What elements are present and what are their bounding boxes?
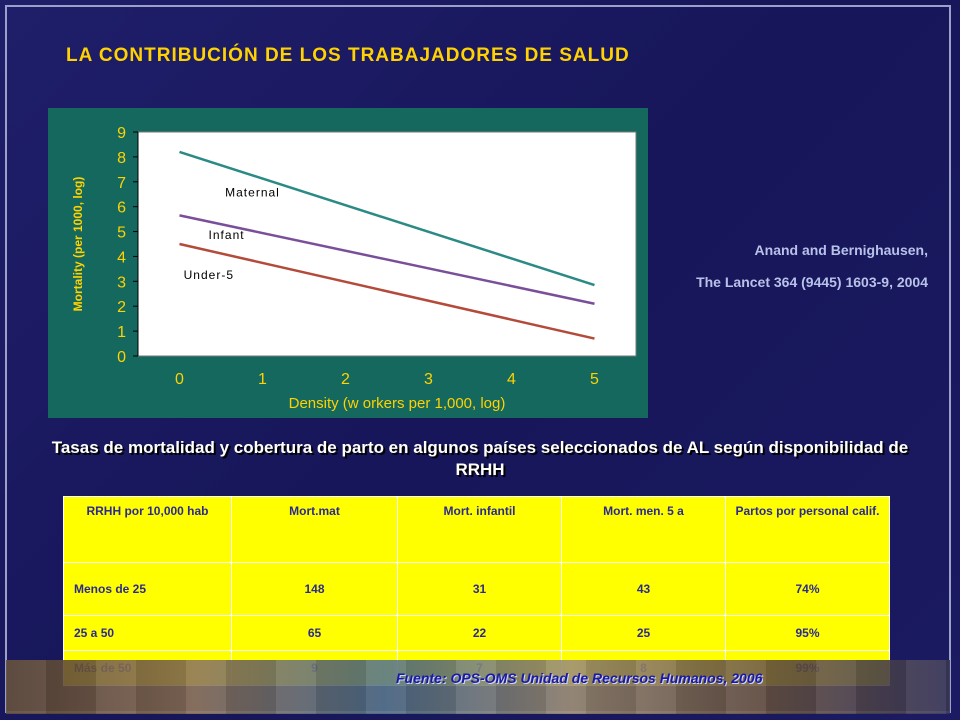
x-tick-label: 2 [341,371,350,388]
y-tick-label: 5 [117,225,126,242]
x-axis-label: Density (w orkers per 1,000, log) [289,395,506,412]
plot-area [137,131,637,357]
table-cell: 25 a 50 [63,615,232,651]
series-line [179,214,595,305]
table-header-row: RRHH por 10,000 hab Mort.mat Mort. infan… [63,496,890,563]
y-tick-label: 7 [117,175,126,192]
y-tick-label: 9 [117,125,126,142]
y-tick-label: 6 [117,200,126,217]
y-axis-label: Mortality (per 1000, log) [71,177,85,312]
chart-svg: 0 1 2 3 4 5 6 7 8 9 0 1 2 3 4 5 Density (w orkers per 1,… [71,125,637,412]
series-line [179,150,595,287]
y-tick-label: 0 [117,349,126,366]
citation-journal: The Lancet 364 (9445) 1603-9, 2004 [696,274,928,290]
y-tick-label: 8 [117,150,126,167]
citation: Anand and Bernighausen, The Lancet 364 (… [648,240,928,292]
mortality-table: RRHH por 10,000 hab Mort.mat Mort. infan… [63,496,890,686]
table-header-cell: Partos por personal calif. [725,496,890,563]
y-tick-label: 1 [117,324,126,341]
table-header-cell: Mort.mat [231,496,398,563]
y-tick-label: 3 [117,274,126,291]
x-tick-label: 0 [175,371,184,388]
footer-photo-strip [6,660,950,714]
slide-title: LA CONTRIBUCIÓN DE LOS TRABAJADORES DE S… [66,45,630,66]
x-tick-label: 3 [424,371,433,388]
table-cell: 74% [725,562,890,616]
table-header-cell: Mort. infantil [397,496,562,563]
table-row: Menos de 25 148 31 43 74% [63,562,890,616]
table-cell: 65 [231,615,398,651]
series-line [179,242,595,340]
table-cell: 25 [561,615,726,651]
x-tick-label: 5 [590,371,599,388]
series-label: Infant [209,228,245,242]
source-note: Fuente: OPS-OMS Unidad de Recursos Human… [396,670,763,686]
table-header-cell: Mort. men. 5 a [561,496,726,563]
table-cell: 31 [397,562,562,616]
table-cell: 95% [725,615,890,651]
y-tick-label: 2 [117,299,126,316]
citation-authors: Anand and Bernighausen, [754,242,928,258]
series-label: Maternal [225,186,280,200]
table-cell: Menos de 25 [63,562,232,616]
table-cell: 43 [561,562,726,616]
x-tick-label: 4 [507,371,516,388]
table-cell: 22 [397,615,562,651]
table-row: 25 a 50 65 22 25 95% [63,615,890,651]
x-tick-label: 1 [258,371,267,388]
table-cell: 148 [231,562,398,616]
table-header-cell: RRHH por 10,000 hab [63,496,232,563]
y-tick-label: 4 [117,249,126,266]
table-subtitle: Tasas de mortalidad y cobertura de parto… [51,438,909,479]
mortality-density-chart: 0 1 2 3 4 5 6 7 8 9 0 1 2 3 4 5 Density (w orkers per 1,… [48,108,648,418]
series-label: Under-5 [184,268,234,282]
